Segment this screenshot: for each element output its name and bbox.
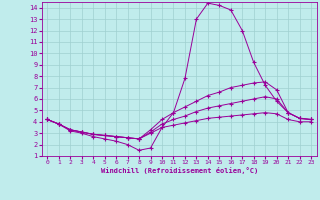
X-axis label: Windchill (Refroidissement éolien,°C): Windchill (Refroidissement éolien,°C) <box>100 167 258 174</box>
